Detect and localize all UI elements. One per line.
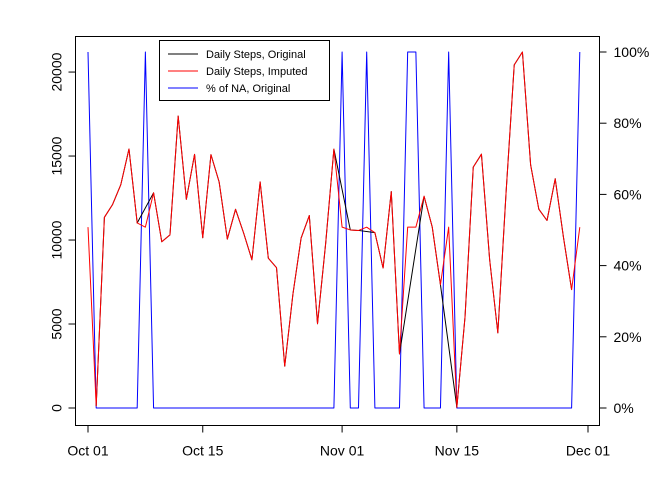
y-left-tick-label: 5000 bbox=[49, 308, 65, 339]
y-left-tick-label: 15000 bbox=[49, 136, 65, 175]
y-right-axis: 0% 20% 40% 60% 80% 100% bbox=[599, 44, 650, 416]
y-right-tick-label: 20% bbox=[614, 329, 642, 345]
y-right-tick-label: 100% bbox=[614, 44, 650, 60]
x-tick-label: Nov 15 bbox=[435, 443, 480, 459]
series-line-na-percent bbox=[87, 51, 581, 409]
y-left-tick-label: 10000 bbox=[49, 220, 65, 259]
x-tick-label: Oct 01 bbox=[67, 443, 108, 459]
y-right-tick-label: 40% bbox=[614, 258, 642, 274]
series-line-daily-steps-original bbox=[95, 51, 573, 408]
y-left-tick-label: 0 bbox=[49, 404, 65, 412]
x-tick-label: Oct 15 bbox=[182, 443, 223, 459]
series-line-daily-steps-imputed bbox=[87, 51, 581, 408]
y-right-tick-label: 0% bbox=[614, 400, 634, 416]
series-layer bbox=[87, 51, 581, 409]
y-left-axis: 0 5000 10000 15000 20000 bbox=[49, 52, 76, 412]
y-right-tick-label: 60% bbox=[614, 186, 642, 202]
legend-label-na-percent: % of NA, Original bbox=[206, 83, 290, 95]
y-left-tick-label: 20000 bbox=[49, 52, 65, 91]
legend-label-original: Daily Steps, Original bbox=[206, 49, 306, 61]
x-tick-label: Nov 01 bbox=[320, 443, 365, 459]
x-tick-label: Dec 01 bbox=[566, 443, 611, 459]
y-right-tick-label: 80% bbox=[614, 115, 642, 131]
legend-label-imputed: Daily Steps, Imputed bbox=[206, 66, 308, 78]
x-axis: Oct 01 Oct 15 Nov 01 Nov 15 Dec 01 bbox=[67, 425, 611, 459]
legend: Daily Steps, Original Daily Steps, Imput… bbox=[159, 40, 330, 101]
